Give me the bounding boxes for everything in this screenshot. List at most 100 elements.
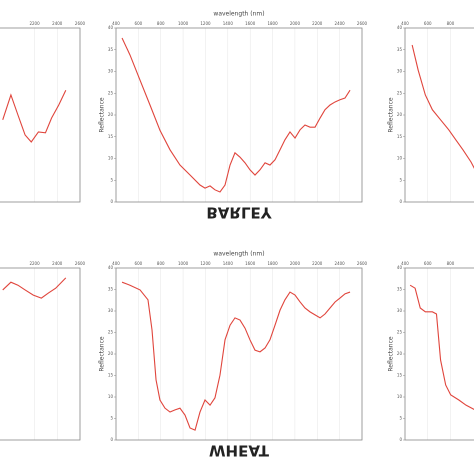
x-tick-label: 600 (135, 261, 143, 266)
x-tick-label: 2200 (29, 261, 40, 266)
x-tick-label: 1000 (178, 21, 189, 26)
y-tick-label: 25 (397, 90, 403, 95)
y-tick-label: 30 (108, 69, 114, 74)
y-tick-label: 35 (397, 287, 403, 292)
y-tick-label: 30 (397, 308, 403, 313)
y-tick-label: 25 (108, 330, 114, 335)
x-tick-label: 800 (447, 261, 455, 266)
x-tick-label: 2200 (312, 261, 323, 266)
y-tick-label: 0 (110, 437, 113, 442)
y-tick-label: 20 (397, 112, 403, 117)
panel: 2200 2400 2600 (0, 261, 86, 441)
y-tick-label: 20 (108, 112, 114, 117)
spectrum-line (2, 277, 67, 299)
panel-caption: BARLEY (206, 204, 272, 222)
y-tick-label: 25 (397, 330, 403, 335)
y-tick-label: 25 (108, 90, 114, 95)
x-tick-label: 1400 (223, 21, 234, 26)
panel: 400 600 800 1000 1200 1400 1600 1800 2000 2200 240… (99, 251, 368, 460)
y-tick-label: 20 (108, 351, 114, 356)
y-tick-label: 30 (108, 308, 114, 313)
panel: 400 600 800 0 5 10 15 20 25 30 35 40 Reflectance (388, 21, 474, 204)
y-tick-label: 15 (108, 134, 114, 139)
spectrum-line (121, 37, 351, 193)
x-tick-label: 600 (424, 261, 432, 266)
x-tick-label: 2200 (29, 21, 40, 26)
plot-frame (404, 27, 474, 203)
y-tick-label: 15 (108, 373, 114, 378)
y-axis-title: Reflectance (99, 336, 106, 371)
x-tick-label: 800 (447, 21, 455, 26)
y-tick-label: 0 (110, 199, 113, 204)
x-tick-label: 2000 (290, 261, 301, 266)
y-tick-label: 5 (110, 177, 113, 182)
y-tick-label: 40 (108, 25, 114, 30)
y-tick-label: 5 (399, 416, 402, 421)
x-tick-label: 400 (401, 261, 409, 266)
plot-frame (115, 267, 363, 441)
x-tick-label: 1400 (223, 261, 234, 266)
x-tick-label: 1200 (200, 261, 211, 266)
x-tick-label: 2400 (52, 261, 63, 266)
panel-caption: WHEAT (209, 442, 270, 460)
x-tick-label: 600 (424, 21, 432, 26)
x-tick-label: 1600 (245, 261, 256, 266)
y-axis-title: Reflectance (99, 97, 106, 132)
y-tick-label: 30 (397, 69, 403, 74)
y-tick-label: 5 (110, 416, 113, 421)
y-tick-label: 35 (108, 47, 114, 52)
x-tick-label: 1600 (245, 21, 256, 26)
spectrum-line (2, 89, 67, 143)
y-tick-label: 40 (108, 265, 114, 270)
y-tick-label: 10 (397, 394, 403, 399)
x-tick-label: 1800 (267, 261, 278, 266)
plot-frame (0, 267, 81, 441)
y-tick-label: 10 (108, 394, 114, 399)
x-tick-label: 2400 (335, 21, 346, 26)
y-tick-label: 15 (397, 134, 403, 139)
panel: 400 600 800 0 5 10 15 20 25 30 35 40 Reflectance (388, 261, 474, 442)
y-tick-label: 40 (397, 265, 403, 270)
y-tick-label: 10 (108, 156, 114, 161)
x-tick-label: 2200 (312, 21, 323, 26)
x-tick-label: 400 (401, 21, 409, 26)
x-tick-label: 600 (135, 21, 143, 26)
y-tick-label: 0 (399, 199, 402, 204)
spectrum-line (411, 44, 474, 169)
plot-frame (404, 267, 474, 441)
spectrum-line (121, 281, 351, 431)
y-tick-label: 15 (397, 373, 403, 378)
plot-frame (115, 27, 363, 203)
x-tick-label: 2600 (75, 261, 86, 266)
x-tick-label: 2400 (52, 21, 63, 26)
x-tick-label: 1800 (267, 21, 278, 26)
x-tick-label: 2600 (357, 21, 368, 26)
plot-frame (0, 27, 81, 203)
x-tick-label: 800 (157, 21, 165, 26)
panel: 2200 2400 2600 (0, 21, 86, 203)
x-tick-label: 400 (112, 261, 120, 266)
x-tick-label: 2600 (75, 21, 86, 26)
y-tick-label: 35 (397, 47, 403, 52)
x-axis-title: wavelength (nm) (213, 251, 264, 258)
x-tick-label: 800 (157, 261, 165, 266)
x-tick-label: 2000 (290, 21, 301, 26)
y-tick-label: 0 (399, 437, 402, 442)
y-tick-label: 40 (397, 25, 403, 30)
x-tick-label: 2600 (357, 261, 368, 266)
y-tick-label: 20 (397, 351, 403, 356)
panel: 400 600 800 1000 1200 1400 1600 1800 2000 2200 240… (99, 11, 368, 222)
x-tick-label: 1200 (200, 21, 211, 26)
y-axis-title: Reflectance (388, 97, 395, 132)
y-tick-label: 5 (399, 177, 402, 182)
spectrum-line (409, 284, 474, 410)
x-tick-label: 1000 (178, 261, 189, 266)
x-axis-title: wavelength (nm) (213, 11, 264, 18)
x-tick-label: 2400 (335, 261, 346, 266)
y-axis-title: Reflectance (388, 336, 395, 371)
y-tick-label: 10 (397, 156, 403, 161)
x-tick-label: 400 (112, 21, 120, 26)
y-tick-label: 35 (108, 287, 114, 292)
